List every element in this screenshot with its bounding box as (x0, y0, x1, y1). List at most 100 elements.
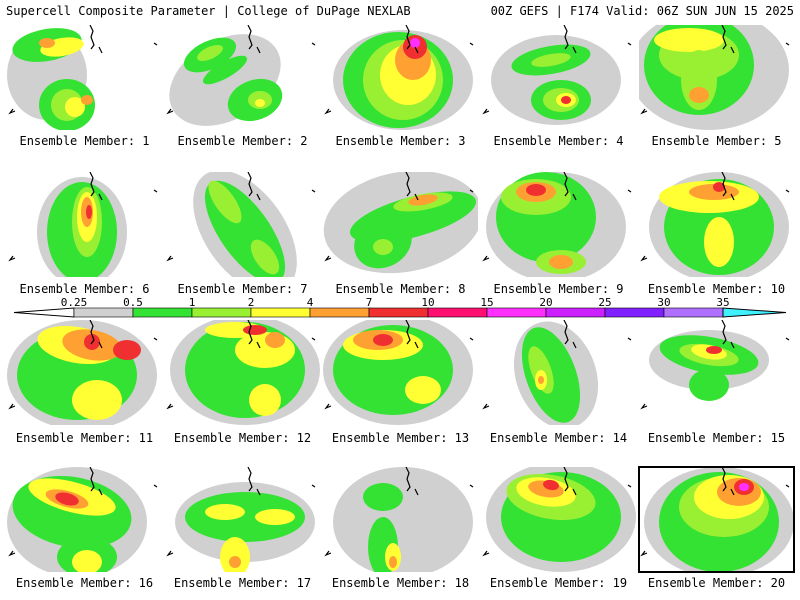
scale-labels: 0.25 0.5 1 2 4 7 10 15 20 25 30 35 (0, 296, 800, 309)
ensemble-panel-3[interactable] (323, 25, 478, 130)
member-label: Ensemble Member: 14 (489, 431, 628, 445)
scale-low-end (13, 307, 75, 318)
shoreline-line (563, 25, 569, 50)
ensemble-panel-4[interactable] (481, 25, 636, 130)
shoreline-line (98, 341, 103, 349)
field-contour (249, 384, 281, 416)
shoreline-line (166, 255, 174, 262)
shoreline-line (98, 46, 103, 54)
member-label: Ensemble Member: 19 (489, 576, 628, 590)
shoreline-line (8, 108, 16, 115)
scale-label: 2 (247, 296, 255, 309)
ensemble-panel-1[interactable] (7, 25, 162, 130)
field-contour (689, 87, 709, 103)
shoreline-line (482, 255, 490, 262)
field-contour (333, 467, 473, 572)
shoreline-line (572, 488, 577, 496)
shoreline-line (153, 189, 158, 193)
member-label: Ensemble Member: 11 (15, 431, 154, 445)
ensemble-panel-13[interactable] (323, 320, 478, 425)
field-map-7 (166, 172, 316, 277)
field-contour (363, 483, 403, 511)
field-contour (86, 205, 92, 219)
ensemble-panel-10[interactable] (639, 172, 794, 277)
shoreline-line (324, 403, 332, 410)
field-contour (197, 44, 223, 62)
field-contour (72, 380, 122, 420)
scale-label: 7 (365, 296, 373, 309)
member-label: Ensemble Member: 5 (651, 134, 782, 148)
ensemble-panel-20[interactable] (638, 466, 795, 573)
shoreline-line (414, 341, 419, 349)
shoreline-line (563, 320, 569, 345)
member-label: Ensemble Member: 8 (335, 282, 466, 296)
field-contour (408, 194, 438, 206)
ensemble-panel-11[interactable] (7, 320, 162, 425)
scale-swatch (486, 307, 547, 318)
scale-swatch (545, 307, 606, 318)
member-label: Ensemble Member: 12 (173, 431, 312, 445)
shoreline-line (572, 341, 577, 349)
ensemble-panel-6[interactable] (7, 172, 162, 277)
ensemble-panel-15[interactable] (639, 320, 794, 425)
member-label: Ensemble Member: 20 (647, 576, 786, 590)
field-contour (561, 96, 571, 104)
shoreline-line (324, 550, 332, 557)
shoreline-line (324, 108, 332, 115)
field-contour (81, 95, 93, 105)
field-map-1 (7, 25, 158, 130)
field-contour (202, 55, 248, 85)
shoreline-line (98, 488, 103, 496)
field-map-10 (640, 172, 790, 277)
field-contour (713, 182, 725, 192)
field-contour (255, 99, 265, 107)
shoreline-line (785, 484, 790, 488)
field-map-4 (482, 25, 632, 125)
field-map-18 (324, 467, 474, 572)
member-label: Ensemble Member: 3 (335, 134, 466, 148)
scale-label: 4 (306, 296, 314, 309)
field-contour (739, 483, 749, 491)
ensemble-panel-7[interactable] (165, 172, 320, 277)
shoreline-line (405, 320, 411, 345)
shoreline-line (153, 484, 158, 488)
shoreline-line (640, 108, 648, 115)
shoreline-line (785, 189, 790, 193)
ensemble-panel-17[interactable] (165, 467, 320, 572)
member-label: Ensemble Member: 4 (493, 134, 624, 148)
ensemble-panel-12[interactable] (165, 320, 320, 425)
member-label: Ensemble Member: 2 (177, 134, 308, 148)
field-contour (654, 28, 724, 52)
shoreline-line (482, 108, 490, 115)
shoreline-line (311, 484, 316, 488)
ensemble-panel-16[interactable] (7, 467, 162, 572)
ensemble-panel-9[interactable] (481, 172, 636, 277)
ensemble-panel-14[interactable] (481, 320, 636, 425)
ensemble-panel-19[interactable] (481, 467, 636, 572)
valid-time: 00Z GEFS | F174 Valid: 06Z SUN JUN 15 20… (490, 4, 794, 18)
shoreline-line (414, 488, 419, 496)
field-contour (526, 184, 546, 196)
shoreline-line (247, 25, 253, 50)
ensemble-panel-8[interactable] (323, 172, 478, 277)
field-map-8 (323, 172, 478, 274)
shoreline-line (311, 337, 316, 341)
shoreline-line (256, 193, 261, 201)
field-contour (55, 492, 79, 506)
field-contour (255, 509, 295, 525)
field-map-13 (323, 320, 474, 425)
shoreline-line (98, 193, 103, 201)
field-contour (205, 504, 245, 520)
shoreline-line (166, 550, 174, 557)
ensemble-panel-2[interactable] (165, 25, 320, 130)
shoreline-line (627, 42, 632, 46)
field-contour (185, 492, 305, 542)
field-contour (72, 550, 102, 572)
field-contour (389, 556, 397, 568)
shoreline-line (153, 42, 158, 46)
scale-label: 30 (657, 296, 671, 309)
ensemble-panel-5[interactable] (639, 25, 794, 130)
shoreline-line (8, 255, 16, 262)
ensemble-panel-18[interactable] (323, 467, 478, 572)
field-contour (373, 334, 393, 346)
